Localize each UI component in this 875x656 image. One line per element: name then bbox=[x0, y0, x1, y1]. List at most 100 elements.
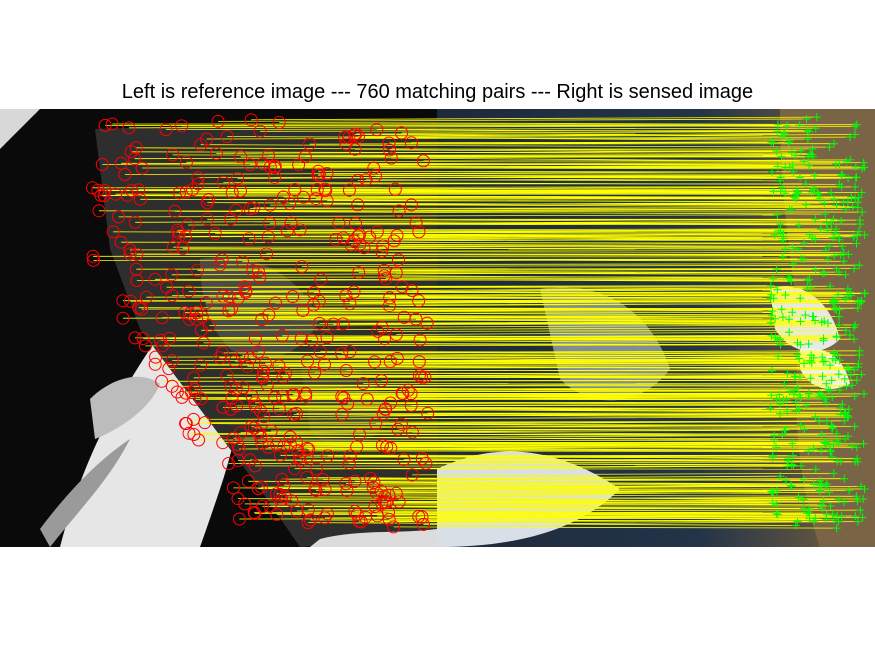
sensed-keypoint-plus bbox=[850, 264, 859, 273]
sensed-keypoint-plus bbox=[820, 199, 829, 208]
match-line bbox=[418, 298, 846, 302]
reference-keypoint-circle bbox=[404, 398, 418, 412]
sensed-keypoint-plus bbox=[815, 417, 824, 426]
sensed-keypoint-plus bbox=[805, 127, 814, 136]
sensed-keypoint-plus bbox=[776, 187, 785, 196]
sensed-keypoint-plus bbox=[804, 153, 813, 161]
match-line bbox=[421, 516, 827, 520]
reference-keypoint-circle bbox=[377, 263, 391, 277]
match-line bbox=[105, 124, 855, 127]
match-line bbox=[401, 131, 778, 134]
reference-keypoint-circle bbox=[183, 307, 197, 321]
sensed-keypoint-plus bbox=[835, 235, 844, 244]
reference-keypoint-circle bbox=[231, 171, 245, 185]
reference-keypoint-circle bbox=[262, 308, 276, 322]
sensed-keypoint-plus bbox=[781, 163, 790, 172]
sensed-keypoint-plus bbox=[860, 163, 869, 172]
sensed-keypoint-plus bbox=[809, 353, 818, 362]
reference-keypoint-circle bbox=[172, 230, 186, 244]
reference-keypoint-circle bbox=[368, 355, 382, 369]
match-line bbox=[373, 484, 820, 488]
sensed-keypoint-plus bbox=[766, 404, 775, 413]
match-line bbox=[218, 118, 807, 122]
match-line bbox=[388, 491, 830, 496]
reference-keypoint-circle bbox=[202, 319, 216, 333]
reference-keypoint-circle bbox=[165, 354, 179, 368]
reference-keypoint-circle bbox=[309, 484, 323, 498]
sensed-keypoint-plus bbox=[845, 486, 854, 495]
match-line bbox=[386, 500, 858, 503]
sensed-keypoint-plus bbox=[819, 334, 828, 343]
reference-keypoint-circle bbox=[232, 442, 246, 456]
reference-keypoint-circle bbox=[260, 247, 273, 261]
match-line bbox=[228, 461, 858, 464]
reference-keypoint-circle bbox=[320, 167, 334, 181]
match-line bbox=[293, 414, 816, 417]
sensed-keypoint-plus bbox=[841, 205, 850, 214]
sensed-keypoint-plus bbox=[787, 460, 796, 469]
sensed-keypoint-plus bbox=[813, 188, 822, 197]
sensed-keypoint-plus bbox=[853, 231, 862, 240]
reference-keypoint-circle bbox=[278, 490, 292, 504]
sensed-keypoint-plus bbox=[767, 311, 776, 320]
match-line bbox=[92, 186, 842, 189]
match-line bbox=[354, 237, 784, 242]
sensed-keypoint-plus bbox=[776, 173, 785, 182]
sensed-keypoint-plus bbox=[860, 389, 868, 398]
sensed-keypoint-plus bbox=[849, 232, 858, 241]
reference-keypoint-circle bbox=[116, 294, 130, 308]
reference-keypoint-circle bbox=[132, 183, 146, 197]
reference-keypoint-circle bbox=[200, 196, 214, 210]
reference-keypoint-circle bbox=[263, 160, 277, 174]
sensed-keypoint-plus bbox=[783, 407, 792, 415]
match-line bbox=[244, 503, 822, 506]
reference-keypoint-circle bbox=[120, 188, 134, 202]
sensed-keypoint-plus bbox=[832, 524, 841, 533]
match-line bbox=[121, 241, 805, 244]
match-line bbox=[292, 393, 865, 396]
reference-keypoint-circle bbox=[125, 184, 139, 198]
match-line bbox=[373, 166, 778, 169]
sensed-keypoint-plus bbox=[789, 167, 798, 176]
sensed-keypoint-plus bbox=[841, 270, 850, 279]
reference-keypoint-circle bbox=[122, 121, 136, 135]
sensed-keypoint-plus bbox=[781, 426, 790, 434]
match-line bbox=[416, 222, 861, 225]
sensed-keypoint-plus bbox=[773, 285, 782, 294]
image-pair-svg bbox=[0, 109, 875, 547]
match-line bbox=[384, 502, 777, 505]
reference-keypoint-circle bbox=[133, 192, 147, 206]
match-line bbox=[251, 394, 780, 397]
sensed-keypoint-plus bbox=[832, 333, 841, 342]
reference-keypoint-circle bbox=[275, 329, 289, 343]
reference-keypoint-circle bbox=[387, 234, 401, 248]
reference-keypoint-circle bbox=[251, 265, 265, 278]
reference-keypoint-circle bbox=[338, 130, 352, 144]
sensed-keypoint-plus bbox=[809, 480, 818, 489]
sensed-keypoint-plus bbox=[822, 379, 831, 388]
sensed-keypoint-plus bbox=[836, 410, 845, 419]
sensed-keypoint-plus bbox=[839, 257, 848, 266]
reference-keypoint-circle bbox=[208, 227, 222, 240]
match-line bbox=[296, 509, 861, 512]
reference-keypoint-circle bbox=[170, 223, 184, 237]
sensed-keypoint-plus bbox=[823, 226, 832, 235]
reference-keypoint-circle bbox=[222, 290, 236, 304]
sensed-keypoint-plus bbox=[812, 113, 821, 122]
reference-keypoint-circle bbox=[258, 356, 272, 370]
match-line bbox=[320, 278, 792, 282]
sensed-keypoint-plus bbox=[826, 502, 835, 510]
sensed-keypoint-plus bbox=[817, 318, 826, 327]
reference-keypoint-circle bbox=[255, 313, 269, 327]
reference-keypoint-circle bbox=[340, 484, 354, 498]
reference-keypoint-circle bbox=[224, 212, 238, 226]
reference-keypoint-circle bbox=[335, 390, 349, 403]
reference-keypoint-circle bbox=[236, 255, 249, 269]
match-line bbox=[356, 445, 852, 448]
sensed-keypoint-plus bbox=[847, 441, 856, 450]
sensed-keypoint-plus bbox=[851, 173, 860, 182]
match-line bbox=[344, 134, 856, 138]
reference-keypoint-circle bbox=[209, 146, 223, 160]
reference-keypoint-circle bbox=[294, 332, 308, 346]
reference-keypoint-circle bbox=[200, 132, 214, 146]
